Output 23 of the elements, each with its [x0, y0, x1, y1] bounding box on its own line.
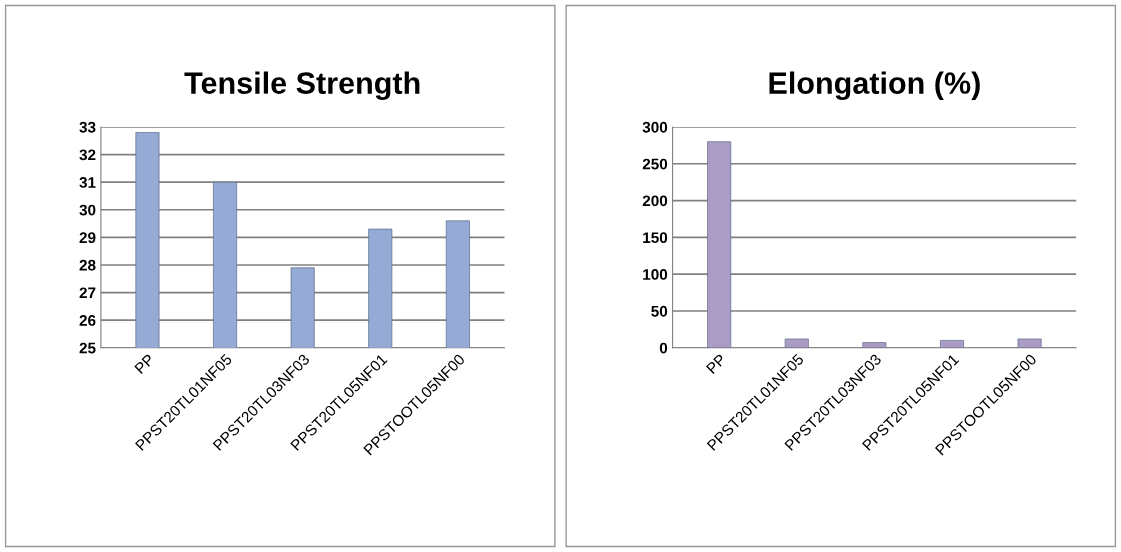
y-tick-label: 29 — [79, 232, 96, 244]
y-tick-label: 30 — [79, 204, 96, 216]
y-tick-label: 28 — [79, 259, 96, 271]
bar — [940, 340, 964, 348]
y-tick-label: 31 — [79, 177, 96, 188]
bar — [1017, 338, 1042, 348]
y-tick-label: 0 — [659, 342, 668, 354]
y-tick-label: 50 — [651, 305, 668, 317]
y-tick-label: 25 — [79, 342, 96, 354]
chart-title: Tensile Strength — [184, 71, 420, 101]
y-tick-label: 27 — [79, 287, 96, 299]
chart-title: Elongation (%) — [769, 71, 980, 101]
bar — [784, 338, 809, 348]
y-tick-label: 32 — [79, 149, 96, 161]
y-tick-label: 100 — [643, 269, 668, 280]
bar — [862, 342, 887, 348]
y-tick-label: 250 — [642, 158, 668, 170]
y-tick-label: 200 — [642, 195, 668, 207]
y-tick-label: 33 — [79, 121, 96, 133]
bar — [707, 141, 732, 348]
y-tick-label: 300 — [642, 121, 668, 133]
y-tick-label: 150 — [643, 232, 668, 244]
y-tick-label: 26 — [79, 315, 96, 326]
